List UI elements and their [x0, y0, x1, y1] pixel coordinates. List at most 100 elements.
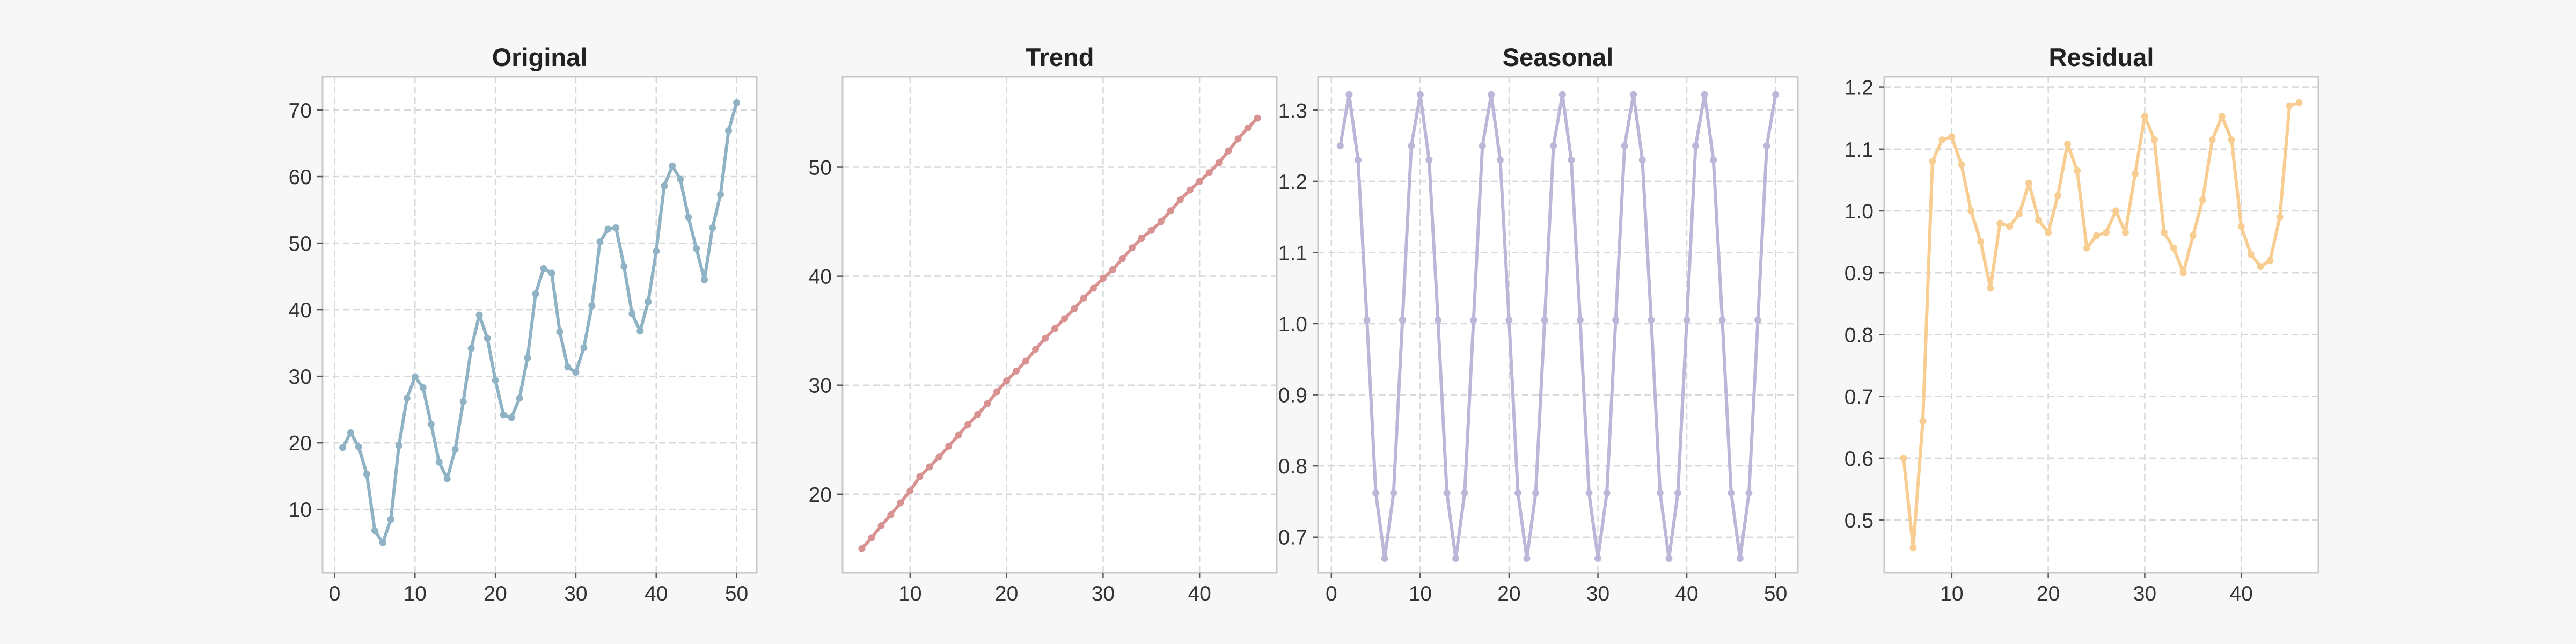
seasonal-data-point — [1728, 489, 1735, 497]
residual-data-point — [2247, 251, 2255, 258]
seasonal-data-point — [1763, 142, 1770, 150]
trend-data-point — [1070, 305, 1078, 313]
original-data-point — [717, 191, 724, 199]
original-data-point — [572, 369, 580, 376]
seasonal-x-tick-label: 50 — [1764, 582, 1787, 605]
original-data-point — [628, 310, 636, 318]
residual-data-point — [2237, 223, 2245, 230]
original-data-point — [475, 311, 483, 319]
trend-data-point — [897, 499, 904, 507]
original-data-point — [508, 414, 515, 421]
residual-data-point — [2102, 229, 2110, 236]
residual-y-tick-label: 0.6 — [1845, 448, 1874, 471]
original-data-point — [556, 328, 564, 335]
seasonal-data-point — [1381, 554, 1388, 562]
residual-data-point — [2179, 269, 2187, 276]
residual-data-point — [2170, 244, 2177, 252]
residual-data-point — [1958, 161, 1965, 169]
seasonal-data-point — [1345, 91, 1353, 98]
residual-data-point — [2286, 102, 2293, 109]
residual-data-point — [2112, 207, 2119, 215]
seasonal-data-point — [1701, 91, 1708, 98]
residual-data-point — [1929, 158, 1936, 165]
residual-data-point — [2064, 141, 2072, 148]
trend-data-points — [858, 114, 1261, 552]
original-grid — [323, 77, 757, 573]
residual-data-point — [2121, 229, 2129, 236]
residual-data-point — [2045, 229, 2052, 236]
original-data-point — [733, 99, 741, 106]
residual-data-point — [2228, 136, 2235, 144]
original-x-tick-label: 20 — [484, 582, 507, 605]
seasonal-data-point — [1523, 554, 1531, 562]
seasonal-data-point — [1496, 156, 1504, 164]
original-data-point — [540, 265, 547, 272]
seasonal-data-point — [1754, 316, 1761, 324]
original-data-point — [379, 539, 386, 546]
trend-x-tick-label: 40 — [1188, 582, 1211, 605]
seasonal-data-point — [1505, 316, 1513, 324]
trend-data-point — [906, 487, 914, 495]
trend-data-point — [945, 442, 953, 450]
residual-axes-frame — [1883, 76, 2319, 574]
original-data-point — [347, 429, 354, 437]
trend-data-point — [1215, 159, 1223, 166]
trend-data-point — [1099, 275, 1107, 282]
residual-data-point — [1900, 455, 1907, 462]
residual-x-tick-label: 30 — [2133, 582, 2156, 605]
original-data-point — [459, 398, 467, 405]
seasonal-data-points — [1336, 91, 1780, 562]
original-data-point — [604, 225, 612, 233]
original-data-point — [355, 443, 362, 451]
trend-data-point — [868, 534, 875, 541]
trend-data-point — [1225, 147, 1232, 155]
seasonal-y-tick-label: 1.3 — [1278, 99, 1307, 122]
seasonal-data-point — [1558, 91, 1566, 98]
seasonal-data-point — [1372, 489, 1380, 497]
seasonal-data-point — [1408, 142, 1415, 150]
seasonal-data-point — [1674, 489, 1681, 497]
residual-y-tick-label: 0.7 — [1845, 386, 1874, 409]
seasonal-y-tick-label: 1.1 — [1278, 241, 1307, 265]
original-y-tick-label: 10 — [289, 499, 312, 522]
seasonal-data-point — [1470, 316, 1477, 324]
seasonal-data-point — [1710, 156, 1717, 164]
residual-y-tick-label: 1.0 — [1845, 200, 1874, 223]
original-data-point — [564, 363, 572, 371]
residual-data-point — [2006, 223, 2014, 230]
trend-y-tick-label: 20 — [809, 484, 832, 507]
seasonal-data-point — [1568, 156, 1575, 164]
seasonal-data-point — [1514, 489, 1521, 497]
original-data-point — [443, 475, 451, 482]
trend-data-point — [1244, 124, 1252, 131]
trend-data-point — [887, 511, 895, 518]
trend-data-point — [955, 431, 962, 439]
residual-data-point — [2074, 167, 2081, 174]
panel-trend: 10 20 30 40 20 30 40 50 Trend — [809, 43, 1278, 605]
seasonal-y-tick-label: 1.2 — [1278, 171, 1307, 194]
original-y-tick-label: 70 — [289, 99, 312, 122]
residual-series-line — [1902, 101, 2301, 550]
panel-seasonal: 0 10 20 30 40 50 0.7 0.8 0.9 1.0 1.1 1.2 1.3 Seasonal — [1278, 43, 1799, 605]
trend-data-point — [1138, 235, 1145, 242]
residual-x-tick-label: 10 — [1940, 582, 1963, 605]
trend-y-tick-label: 50 — [809, 157, 832, 180]
original-data-point — [451, 446, 459, 453]
seasonal-x-tick-label: 20 — [1497, 582, 1520, 605]
seasonal-data-point — [1648, 316, 1655, 324]
original-x-tick-label: 10 — [404, 582, 427, 605]
seasonal-data-point — [1416, 91, 1424, 98]
trend-data-point — [1147, 226, 1155, 234]
original-x-tick-label: 50 — [725, 582, 748, 605]
seasonal-data-point — [1532, 489, 1540, 497]
original-y-tick-label: 50 — [289, 232, 312, 255]
original-x-tick-label: 40 — [645, 582, 668, 605]
original-y-tick-label: 60 — [289, 166, 312, 189]
trend-y-tick-label: 40 — [809, 266, 832, 289]
seasonal-data-point — [1585, 489, 1593, 497]
seasonal-data-point — [1692, 142, 1700, 150]
residual-data-point — [1919, 418, 1927, 425]
residual-data-point — [2208, 136, 2216, 144]
original-data-point — [435, 458, 443, 466]
